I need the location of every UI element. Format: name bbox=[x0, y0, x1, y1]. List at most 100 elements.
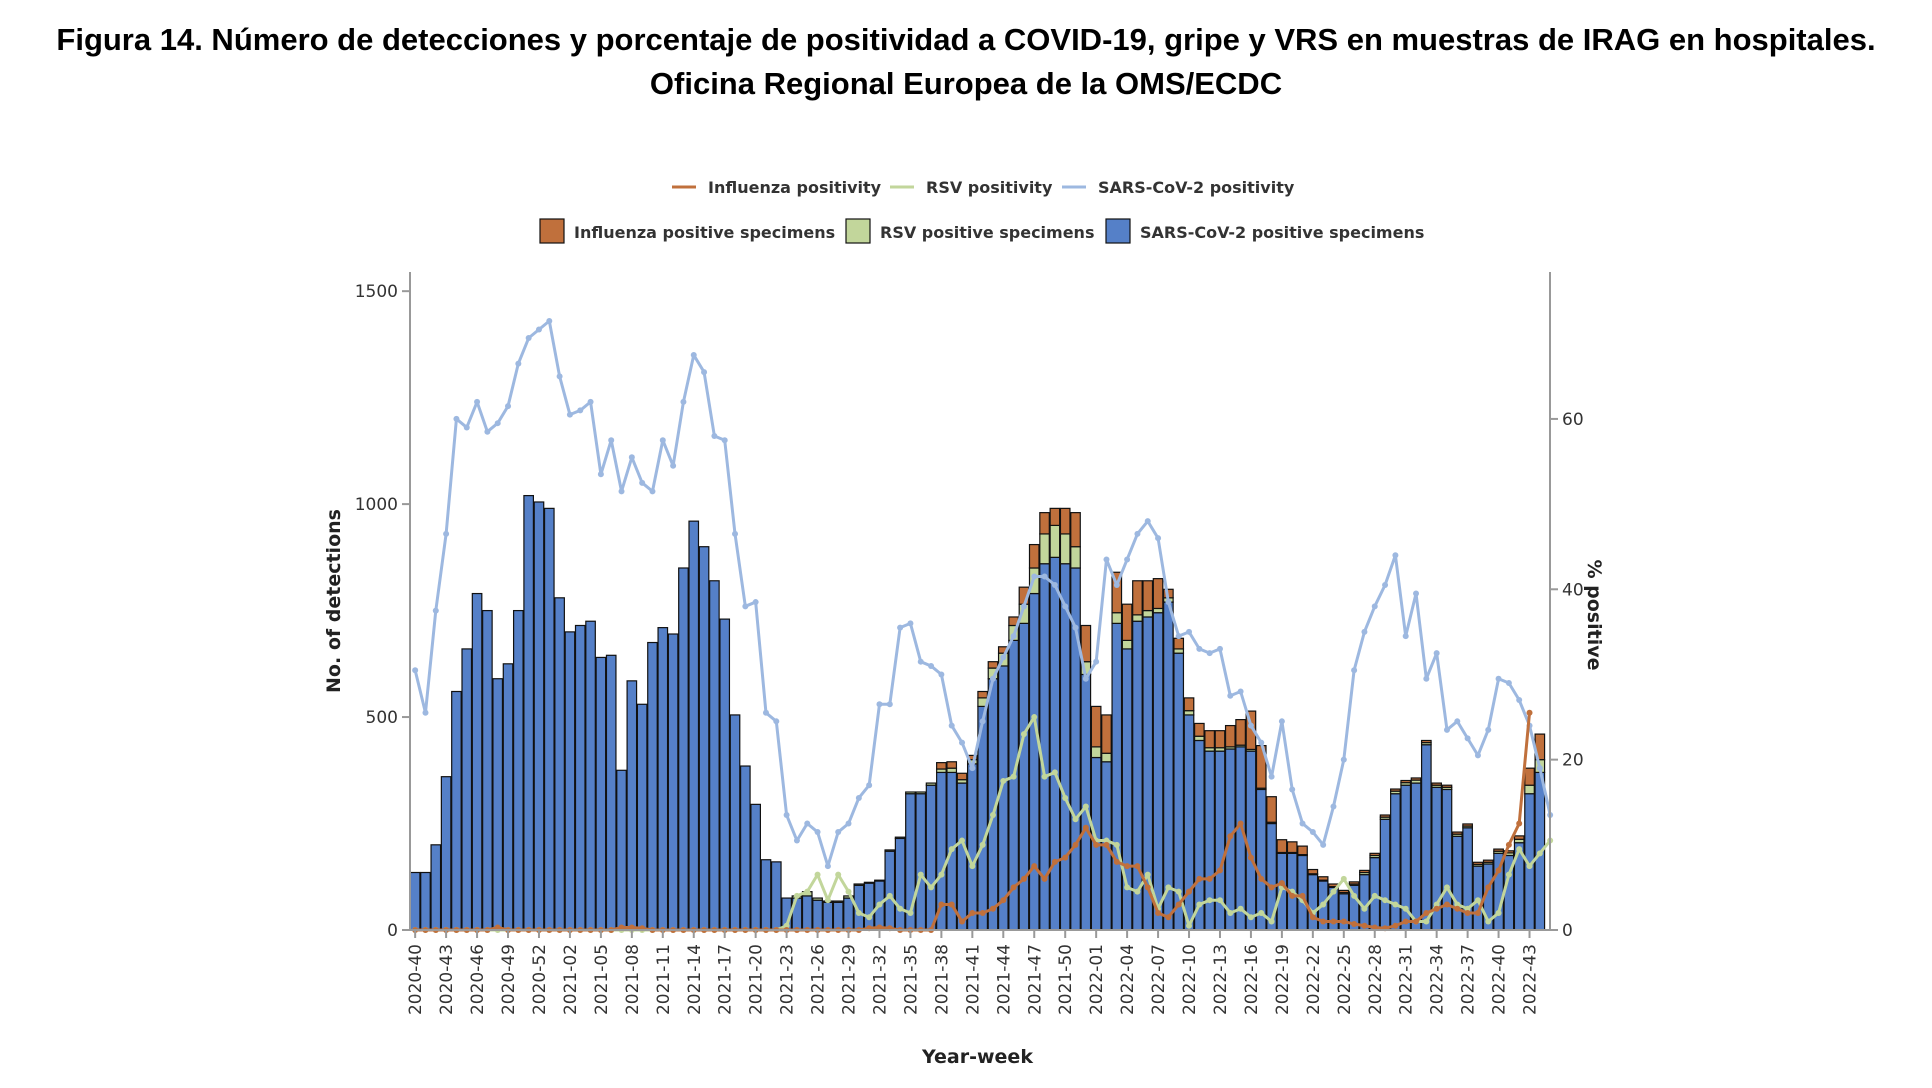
bar-influenza bbox=[1121, 603, 1133, 641]
point-influenza bbox=[1299, 892, 1306, 899]
y-axis-title: No. of detections bbox=[323, 509, 345, 693]
x-tick-label: 2021-11 bbox=[654, 944, 674, 1015]
bar-influenza bbox=[1400, 779, 1412, 784]
bar-sars bbox=[843, 897, 854, 931]
point-influenza bbox=[1340, 918, 1347, 925]
point-rsv_line bbox=[1103, 837, 1110, 844]
bar-rsv bbox=[915, 791, 927, 795]
bar-sars bbox=[863, 882, 875, 931]
bar-rsv bbox=[1183, 710, 1195, 716]
point-influenza bbox=[1113, 858, 1120, 865]
x-tick-label: 2022-13 bbox=[1211, 944, 1231, 1015]
point-sars_line bbox=[1144, 518, 1151, 525]
point-rsv_line bbox=[907, 909, 914, 916]
x-tick-label: 2021-35 bbox=[901, 944, 921, 1015]
point-sars_line bbox=[773, 718, 780, 725]
point-rsv_line bbox=[1392, 901, 1399, 908]
point-sars_line bbox=[1206, 650, 1213, 657]
point-rsv_line bbox=[1165, 884, 1172, 891]
point-influenza bbox=[969, 909, 976, 916]
point-rsv_line bbox=[1175, 888, 1182, 895]
point-influenza bbox=[1062, 854, 1069, 861]
point-sars_line bbox=[670, 462, 677, 469]
point-sars_line bbox=[1093, 658, 1100, 665]
bar-influenza bbox=[1101, 714, 1112, 754]
point-sars_line bbox=[1382, 582, 1389, 589]
point-sars_line bbox=[1320, 841, 1327, 848]
bar-influenza bbox=[1524, 767, 1535, 786]
x-tick-label: 2021-20 bbox=[747, 944, 767, 1015]
point-sars_line bbox=[494, 420, 501, 427]
point-sars_line bbox=[866, 782, 873, 789]
point-influenza bbox=[1155, 909, 1162, 916]
bar-sars bbox=[667, 633, 679, 931]
bar-influenza bbox=[1245, 710, 1257, 751]
x-tick-label: 2021-26 bbox=[809, 944, 829, 1015]
bar-influenza bbox=[1235, 719, 1246, 746]
point-rsv_line bbox=[1144, 871, 1151, 878]
point-influenza bbox=[1371, 924, 1378, 931]
point-sars_line bbox=[1051, 582, 1058, 589]
legend-bar-swatch bbox=[1105, 218, 1131, 244]
bar-sars bbox=[595, 656, 607, 931]
point-sars_line bbox=[1186, 628, 1193, 635]
point-rsv_line bbox=[793, 892, 800, 899]
bar-influenza bbox=[1338, 889, 1350, 894]
bar-influenza bbox=[1152, 578, 1164, 610]
point-sars_line bbox=[835, 829, 842, 836]
point-rsv_line bbox=[969, 863, 976, 870]
bar-influenza bbox=[1039, 512, 1050, 535]
bar-influenza bbox=[1080, 624, 1092, 663]
point-rsv_line bbox=[1258, 909, 1265, 916]
bar-sars bbox=[1049, 556, 1061, 931]
point-influenza bbox=[1361, 922, 1368, 929]
point-sars_line bbox=[1237, 688, 1244, 695]
axes: 0 500 1000 1500 0 20 40 60 2020-40 2020-43 2020-46… bbox=[323, 272, 1605, 1068]
point-rsv_line bbox=[1454, 901, 1461, 908]
x-axis-title: Year-week bbox=[921, 1046, 1033, 1068]
point-sars_line bbox=[1330, 803, 1337, 810]
x-tick-label: 2022-01 bbox=[1087, 944, 1107, 1015]
bar-influenza bbox=[1173, 637, 1185, 650]
x-tick-label: 2021-50 bbox=[1056, 944, 1076, 1015]
point-rsv_line bbox=[1320, 901, 1327, 908]
bar-sars bbox=[1163, 601, 1174, 931]
point-rsv_line bbox=[783, 922, 790, 929]
point-rsv_line bbox=[1474, 897, 1481, 904]
bar-sars bbox=[409, 871, 421, 931]
bar-influenza bbox=[1183, 697, 1195, 712]
point-sars_line bbox=[618, 488, 625, 495]
point-sars_line bbox=[1268, 773, 1275, 780]
point-sars_line bbox=[680, 398, 687, 405]
bar-influenza bbox=[1441, 784, 1453, 788]
point-influenza bbox=[1351, 921, 1358, 928]
bar-sars bbox=[554, 597, 565, 931]
point-sars_line bbox=[649, 488, 656, 495]
bar-sars bbox=[760, 859, 772, 931]
point-sars_line bbox=[1082, 675, 1089, 682]
point-sars_line bbox=[505, 403, 512, 410]
point-rsv_line bbox=[1062, 794, 1069, 801]
point-influenza bbox=[1320, 918, 1327, 925]
bar-rsv bbox=[853, 883, 865, 886]
point-influenza bbox=[1495, 867, 1502, 874]
y-tick-label: 500 bbox=[366, 708, 398, 728]
point-influenza bbox=[948, 901, 955, 908]
point-sars_line bbox=[1062, 603, 1069, 610]
point-sars_line bbox=[783, 812, 790, 819]
point-sars_line bbox=[556, 373, 563, 380]
point-sars_line bbox=[1464, 735, 1471, 742]
bar-sars bbox=[1059, 563, 1071, 931]
point-rsv_line bbox=[1382, 897, 1389, 904]
point-rsv_line bbox=[1186, 922, 1193, 929]
bar-sars bbox=[956, 782, 968, 931]
legend-bar-label: Influenza positive specimens bbox=[574, 223, 835, 242]
point-influenza bbox=[1175, 901, 1182, 908]
point-rsv_line bbox=[886, 892, 893, 899]
bar-sars bbox=[884, 850, 896, 931]
bar-sars bbox=[1018, 622, 1030, 931]
point-influenza bbox=[1206, 875, 1213, 882]
bar-influenza bbox=[1266, 796, 1277, 823]
bar-rsv bbox=[1173, 648, 1185, 654]
point-sars_line bbox=[1165, 599, 1172, 606]
